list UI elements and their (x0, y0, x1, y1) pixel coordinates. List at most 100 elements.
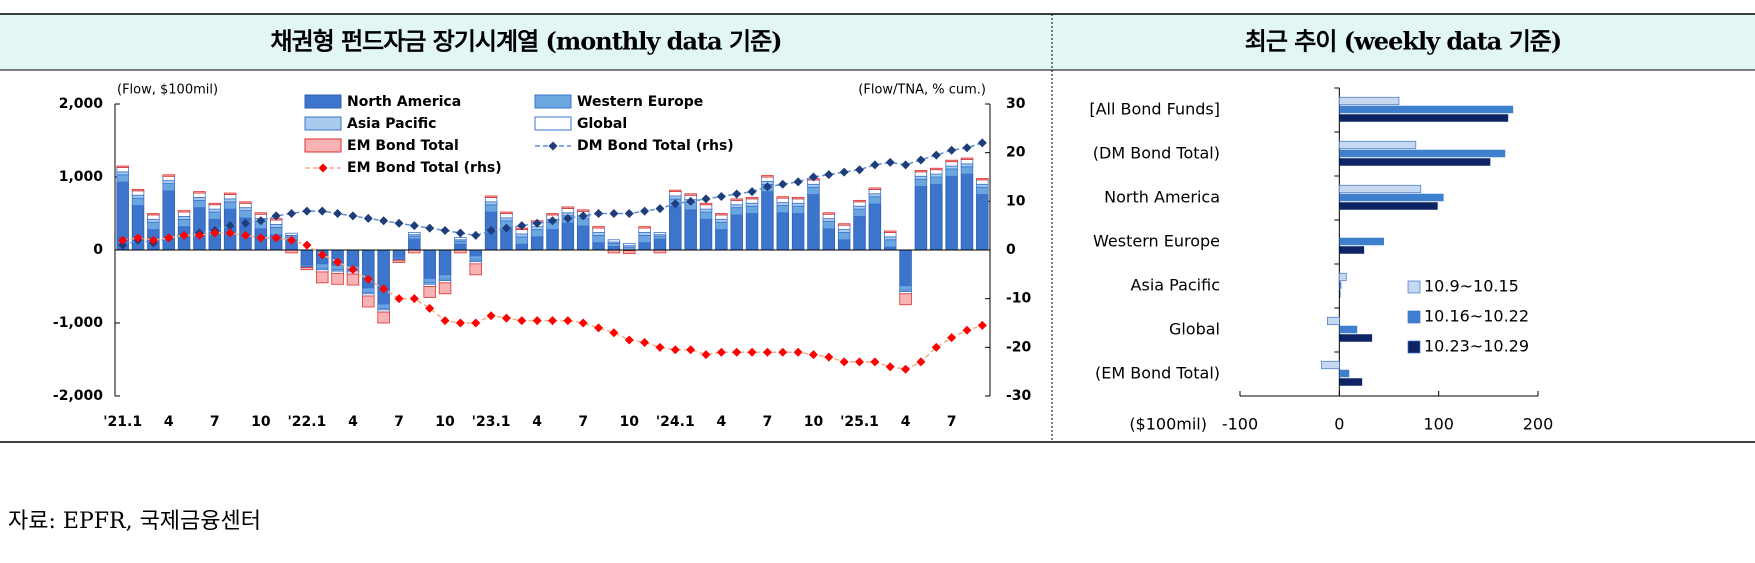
bar (745, 213, 759, 251)
y2-axis-title: (Flow/TNA, % cum.) (858, 83, 986, 98)
marker (548, 216, 557, 226)
marker (133, 233, 143, 243)
legend-label: 10.23~10.29 (1424, 337, 1529, 356)
bar (484, 197, 498, 203)
bar (208, 208, 222, 213)
y2-tick-label: 20 (1006, 145, 1026, 161)
marker (256, 216, 266, 226)
x-tick-label: 10 (620, 414, 640, 430)
bar (914, 170, 928, 173)
marker (363, 274, 373, 284)
bar (1339, 193, 1444, 202)
bar (638, 234, 651, 244)
bar (715, 213, 728, 216)
bar (377, 303, 390, 309)
marker (271, 211, 281, 221)
marker (824, 170, 834, 180)
marker (808, 172, 818, 182)
bar (177, 211, 191, 217)
y-tick-label: 1,000 (59, 169, 104, 185)
bar (945, 168, 958, 177)
marker (225, 221, 235, 231)
bar (638, 226, 651, 229)
bar (454, 243, 467, 251)
bar (730, 199, 743, 206)
chart-title: 최근 추이 (weekly data 기준) (1245, 27, 1561, 56)
bar (791, 197, 805, 200)
marker (901, 160, 911, 170)
legend-label: EM Bond Total (rhs) (347, 160, 502, 176)
marker (931, 342, 941, 352)
marker (455, 318, 465, 328)
bar (960, 173, 974, 251)
bar (223, 198, 237, 203)
bar (592, 234, 605, 244)
bar (269, 219, 283, 225)
marker (210, 228, 220, 238)
marker (778, 347, 788, 357)
bar (623, 250, 636, 255)
bar (930, 169, 943, 175)
legend-swatch (1407, 310, 1421, 324)
bar (423, 286, 436, 298)
marker (793, 347, 803, 357)
bar (945, 161, 958, 167)
bar (745, 198, 759, 204)
marker (762, 182, 772, 192)
bar (930, 167, 943, 171)
bar (899, 293, 912, 306)
x-tick-label: '24.1 (656, 414, 695, 430)
bar (423, 278, 436, 284)
bar (669, 205, 682, 251)
marker (148, 235, 158, 245)
marker (962, 143, 972, 153)
category-label: Asia Pacific (1131, 276, 1220, 295)
x-tick-label: 4 (716, 414, 726, 430)
bar (699, 211, 713, 220)
bar (930, 173, 943, 178)
marker (517, 221, 527, 231)
bar (653, 232, 667, 236)
bar (530, 229, 544, 238)
x-tick-label: '23.1 (472, 414, 511, 430)
marker (363, 213, 373, 223)
bar (484, 201, 498, 206)
bar (914, 178, 928, 187)
bar (730, 214, 743, 251)
bar (193, 197, 206, 201)
bar (561, 206, 575, 209)
bar (515, 229, 529, 235)
marker (716, 347, 726, 357)
marker (302, 240, 312, 250)
x-tick-label: 200 (1523, 415, 1554, 434)
bar (853, 208, 866, 217)
marker (655, 342, 665, 352)
legend-swatch (304, 94, 342, 109)
marker (670, 345, 680, 355)
bar (822, 213, 836, 220)
marker (118, 235, 128, 245)
marker (640, 337, 650, 347)
bar (653, 238, 667, 251)
bar (162, 183, 175, 192)
marker (409, 221, 419, 231)
marker (655, 204, 665, 214)
bar (116, 171, 129, 176)
bar (116, 174, 129, 183)
legend-label: North America (347, 94, 461, 110)
x-tick-label: 0 (1334, 415, 1344, 434)
bar (715, 229, 728, 251)
marker (348, 264, 358, 274)
x-tick-label: '22.1 (287, 414, 326, 430)
legend-label: 10.16~10.22 (1424, 307, 1529, 326)
bar (500, 211, 513, 214)
marker (471, 318, 481, 328)
category-label: (EM Bond Total) (1095, 364, 1220, 383)
marker (594, 323, 604, 333)
bar (976, 179, 989, 185)
marker (916, 155, 926, 165)
marker (409, 294, 419, 304)
marker (548, 316, 557, 326)
category-label: (DM Bond Total) (1093, 144, 1220, 163)
bar (868, 187, 882, 190)
